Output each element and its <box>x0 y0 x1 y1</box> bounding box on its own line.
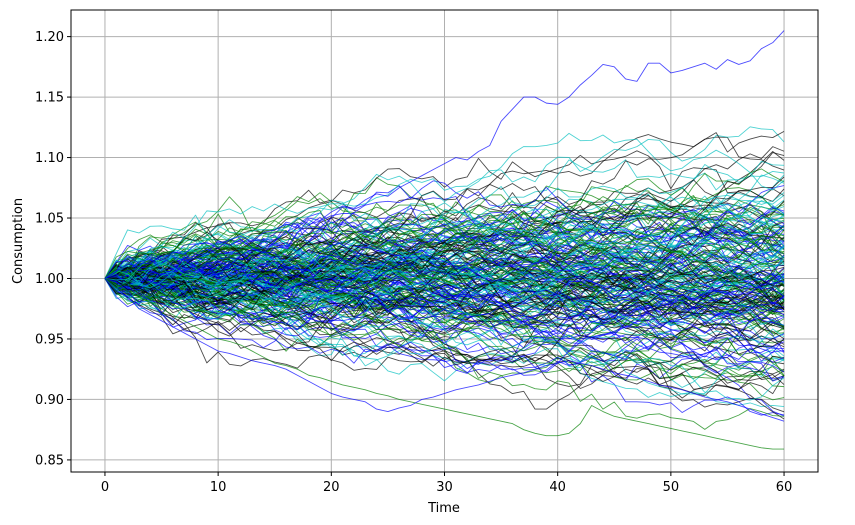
simulated-path <box>104 278 785 416</box>
simulated-path <box>104 174 785 304</box>
simulated-path <box>104 249 785 330</box>
simulated-path <box>104 231 785 287</box>
x-tick-label: 10 <box>210 480 227 495</box>
simulated-path <box>104 261 785 323</box>
y-tick-label: 1.05 <box>35 212 64 227</box>
simulated-path <box>104 132 785 279</box>
simulated-path <box>104 232 785 312</box>
simulated-path <box>104 208 785 309</box>
simulated-path <box>104 258 785 337</box>
x-tick-label: 0 <box>101 480 109 495</box>
simulated-path <box>104 257 785 348</box>
simulated-path <box>104 278 785 342</box>
simulated-path <box>104 278 785 382</box>
simulated-path <box>104 224 785 301</box>
simulated-path <box>104 261 785 324</box>
simulated-path <box>104 232 785 298</box>
x-tick-label: 40 <box>549 480 566 495</box>
y-tick-label: 1.15 <box>35 91 64 106</box>
series-lines <box>104 30 785 450</box>
simulated-path <box>104 269 785 377</box>
simulated-path <box>104 212 785 283</box>
simulated-path <box>104 250 785 295</box>
simulated-path <box>104 251 785 331</box>
simulated-path <box>104 216 785 315</box>
y-tick-label: 1.10 <box>35 151 64 166</box>
simulated-path <box>104 202 785 279</box>
simulated-path <box>104 189 785 279</box>
x-axis-ticks: 0 10 20 30 40 50 60 <box>101 472 793 495</box>
plot-area <box>104 30 785 450</box>
simulated-path <box>104 275 785 335</box>
simulated-path <box>104 178 785 297</box>
simulated-path <box>104 210 785 281</box>
simulated-path <box>104 262 785 327</box>
simulated-path <box>104 222 785 312</box>
simulated-path <box>104 248 785 304</box>
simulated-path <box>104 126 785 283</box>
outlier-path <box>104 278 785 450</box>
x-tick-label: 30 <box>436 480 453 495</box>
simulated-path <box>104 278 785 385</box>
simulated-path <box>104 278 785 420</box>
simulated-path <box>104 273 785 398</box>
simulated-path <box>104 271 785 352</box>
simulated-path <box>104 256 785 306</box>
x-tick-label: 50 <box>663 480 680 495</box>
simulated-path <box>104 265 785 354</box>
outlier-path <box>104 30 785 279</box>
x-tick-label: 60 <box>776 480 793 495</box>
simulated-path <box>104 130 785 292</box>
simulated-path <box>104 253 785 382</box>
y-axis-ticks: 0.85 0.90 0.95 1.00 1.05 1.10 1.15 1.20 <box>35 30 71 468</box>
outlier-path <box>104 278 785 422</box>
simulated-path <box>104 256 785 297</box>
y-tick-label: 0.85 <box>35 453 64 468</box>
simulated-path <box>104 270 785 357</box>
simulated-path <box>104 226 785 340</box>
simulated-path <box>104 278 785 401</box>
simulated-path <box>104 264 785 346</box>
y-tick-label: 1.00 <box>35 272 64 287</box>
simulated-path <box>104 278 785 366</box>
x-axis-label: Time <box>427 501 460 516</box>
y-tick-label: 0.90 <box>35 393 64 408</box>
y-axis-label: Consumption <box>11 198 26 284</box>
simulated-path <box>104 235 785 289</box>
y-tick-label: 1.20 <box>35 30 64 45</box>
x-tick-label: 20 <box>323 480 340 495</box>
y-tick-label: 0.95 <box>35 332 64 347</box>
